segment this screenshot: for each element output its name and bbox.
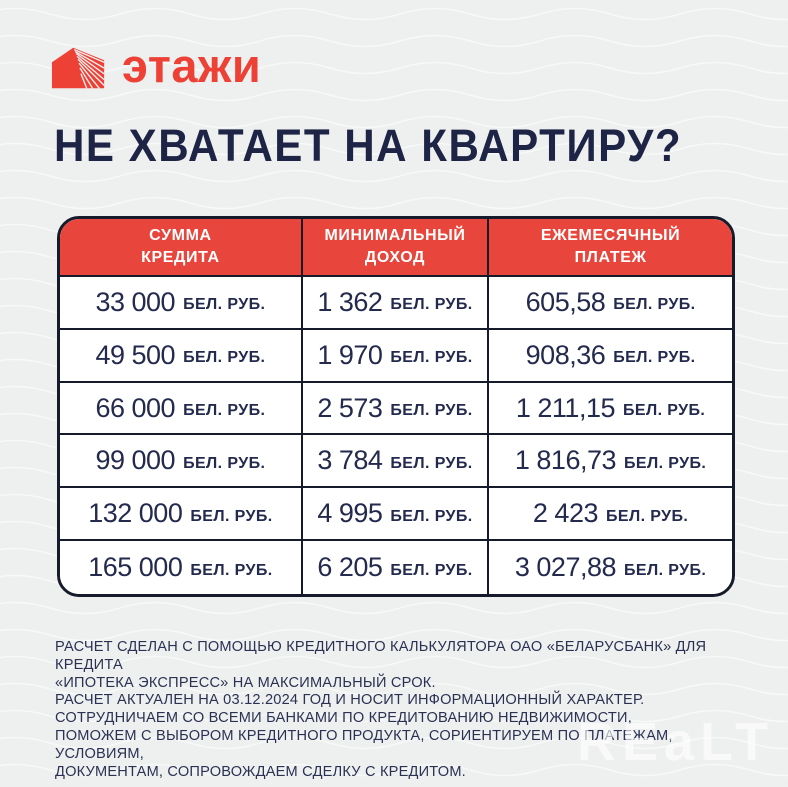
credit-value: 165 000	[88, 552, 183, 583]
table-cell-payment: 1 816,73 БЕЛ. РУБ.	[489, 435, 732, 489]
etazhi-logo: этажи	[50, 42, 261, 93]
table-cell-income: 3 784 БЕЛ. РУБ.	[302, 435, 490, 489]
credit-value: 66 000	[95, 392, 176, 423]
credit-value: 49 500	[95, 339, 176, 370]
payment-value: 1 816,73	[514, 445, 617, 476]
currency-label: БЕЛ. РУБ.	[624, 454, 707, 472]
table-cell-credit: 165 000 БЕЛ. РУБ.	[60, 541, 303, 594]
disclaimer-text: РАСЧЕТ СДЕЛАН С ПОМОЩЬЮ КРЕДИТНОГО КАЛЬК…	[55, 639, 707, 780]
table-cell-income: 4 995 БЕЛ. РУБ.	[302, 488, 490, 542]
income-value: 1 970	[317, 339, 383, 370]
column-header-credit-sum: СУММА КРЕДИТА	[60, 219, 303, 277]
currency-label: БЕЛ. РУБ.	[613, 296, 696, 314]
income-value: 2 573	[317, 392, 383, 423]
payment-value: 605,58	[525, 286, 606, 317]
currency-label: БЕЛ. РУБ.	[390, 507, 473, 525]
currency-label: БЕЛ. РУБ.	[183, 402, 266, 420]
income-value: 1 362	[317, 286, 383, 317]
payment-value: 1 211,15	[515, 392, 616, 423]
credit-value: 132 000	[88, 498, 183, 529]
table-cell-credit: 132 000 БЕЛ. РУБ.	[60, 488, 303, 542]
table-cell-income: 2 573 БЕЛ. РУБ.	[302, 382, 490, 436]
currency-label: БЕЛ. РУБ.	[183, 349, 266, 367]
table-cell-payment: 3 027,88 БЕЛ. РУБ.	[489, 541, 732, 594]
currency-label: БЕЛ. РУБ.	[390, 561, 473, 579]
table-cell-payment: 908,36 БЕЛ. РУБ.	[489, 329, 732, 383]
credit-value: 99 000	[95, 445, 176, 476]
table-cell-credit: 49 500 БЕЛ. РУБ.	[60, 329, 303, 383]
column-header-min-income: МИНИМАЛЬНЫЙ ДОХОД	[302, 219, 490, 277]
table-cell-credit: 33 000 БЕЛ. РУБ.	[60, 277, 303, 330]
credit-value: 33 000	[95, 286, 176, 317]
table-cell-income: 6 205 БЕЛ. РУБ.	[302, 541, 490, 594]
currency-label: БЕЛ. РУБ.	[183, 454, 266, 472]
currency-label: БЕЛ. РУБ.	[190, 507, 273, 525]
currency-label: БЕЛ. РУБ.	[390, 296, 473, 314]
currency-label: БЕЛ. РУБ.	[183, 296, 266, 314]
income-value: 6 205	[317, 552, 383, 583]
table-cell-payment: 1 211,15 БЕЛ. РУБ.	[489, 382, 732, 436]
table-cell-income: 1 362 БЕЛ. РУБ.	[302, 277, 490, 330]
realt-watermark: REaLT	[576, 712, 774, 772]
page-title: НЕ ХВАТАЕТ НА КВАРТИРУ?	[54, 121, 683, 172]
table-cell-payment: 605,58 БЕЛ. РУБ.	[489, 277, 732, 330]
etazhi-logo-text: этажи	[122, 39, 262, 92]
currency-label: БЕЛ. РУБ.	[623, 402, 706, 420]
income-value: 4 995	[317, 498, 383, 529]
currency-label: БЕЛ. РУБ.	[605, 507, 689, 525]
currency-label: БЕЛ. РУБ.	[390, 454, 473, 472]
table-cell-payment: 2 423 БЕЛ. РУБ.	[489, 488, 732, 542]
table-cell-credit: 99 000 БЕЛ. РУБ.	[60, 435, 303, 489]
income-value: 3 784	[317, 445, 383, 476]
payment-value: 2 423	[532, 498, 599, 529]
payment-value: 908,36	[525, 339, 606, 370]
currency-label: БЕЛ. РУБ.	[390, 402, 473, 420]
table-cell-credit: 66 000 БЕЛ. РУБ.	[60, 382, 303, 436]
table-cell-income: 1 970 БЕЛ. РУБ.	[302, 329, 490, 383]
currency-label: БЕЛ. РУБ.	[613, 349, 696, 367]
currency-label: БЕЛ. РУБ.	[624, 561, 707, 579]
etazhi-house-icon	[50, 44, 108, 92]
credit-table: СУММА КРЕДИТА МИНИМАЛЬНЫЙ ДОХОД ЕЖЕМЕСЯЧ…	[57, 216, 735, 597]
currency-label: БЕЛ. РУБ.	[190, 561, 273, 579]
column-header-monthly-payment: ЕЖЕМЕСЯЧНЫЙ ПЛАТЕЖ	[489, 219, 732, 277]
currency-label: БЕЛ. РУБ.	[390, 349, 473, 367]
payment-value: 3 027,88	[514, 552, 617, 583]
